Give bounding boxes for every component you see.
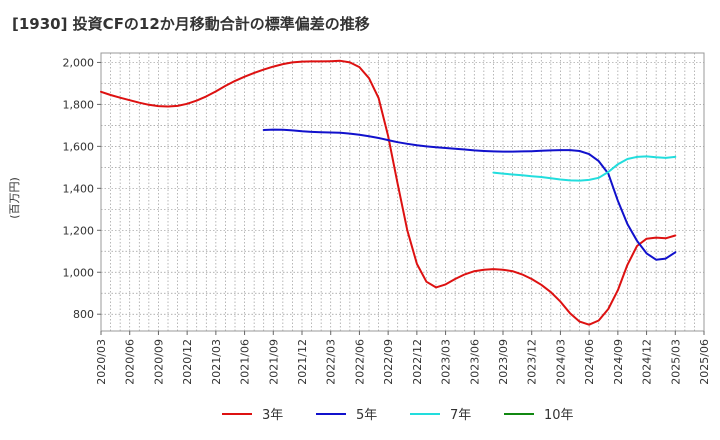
x-tick-label: 2020/03	[95, 339, 108, 385]
legend-label-3: 7年	[450, 408, 471, 423]
y-axis-label: (百万円)	[8, 177, 21, 219]
series-line-1	[100, 59, 677, 326]
x-tick-label: 2020/12	[181, 339, 194, 385]
x-tick-label: 2024/09	[612, 339, 625, 385]
series-line-2	[262, 128, 677, 261]
plot-area	[100, 52, 705, 332]
x-tick-label: 2021/09	[267, 339, 280, 385]
x-tick-label: 2023/06	[468, 339, 481, 385]
grid-lines	[101, 53, 704, 331]
legend-label-1: 3年	[262, 408, 283, 423]
series-line-3	[492, 155, 677, 182]
x-tick-label: 2025/03	[669, 339, 682, 385]
x-tick-label: 2024/03	[554, 339, 567, 385]
x-axis-ticks: 2020/03 2020/06 2020/09 2020/12 2021/03 2021/…	[95, 331, 711, 385]
x-tick-label: 2021/12	[296, 339, 309, 385]
y-tick-label: 1,400	[63, 182, 95, 195]
x-tick-label: 2023/09	[497, 339, 510, 385]
x-tick-label: 2024/12	[641, 339, 654, 385]
legend: 3年 5年 7年 10年	[222, 408, 574, 423]
y-tick-label: 1,200	[63, 224, 95, 237]
x-tick-label: 2024/06	[583, 339, 596, 385]
x-tick-label: 2021/06	[239, 339, 252, 385]
x-tick-label: 2022/09	[382, 339, 395, 385]
y-tick-label: 1,000	[63, 266, 95, 279]
legend-label-2: 5年	[356, 408, 377, 423]
y-tick-label: 1,600	[63, 140, 95, 153]
x-tick-label: 2025/06	[698, 339, 711, 385]
x-tick-label: 2023/12	[526, 339, 539, 385]
x-tick-label: 2023/03	[440, 339, 453, 385]
y-tick-label: 800	[73, 308, 94, 321]
x-tick-label: 2020/06	[124, 339, 137, 385]
x-tick-label: 2022/06	[353, 339, 366, 385]
y-tick-label: 1,800	[63, 98, 95, 111]
y-axis-ticks: 800 1,000 1,200 1,400 1,600 1,800 2,000	[63, 56, 101, 321]
x-tick-label: 2020/09	[152, 339, 165, 385]
legend-label-4: 10年	[544, 408, 574, 423]
x-tick-label: 2022/12	[411, 339, 424, 385]
x-tick-label: 2022/03	[325, 339, 338, 385]
y-tick-label: 2,000	[63, 56, 95, 69]
x-tick-label: 2021/03	[210, 339, 223, 385]
series-lines	[100, 59, 677, 326]
chart-title: [1930] 投資CFの12か月移動合計の標準偏差の推移	[12, 15, 370, 33]
